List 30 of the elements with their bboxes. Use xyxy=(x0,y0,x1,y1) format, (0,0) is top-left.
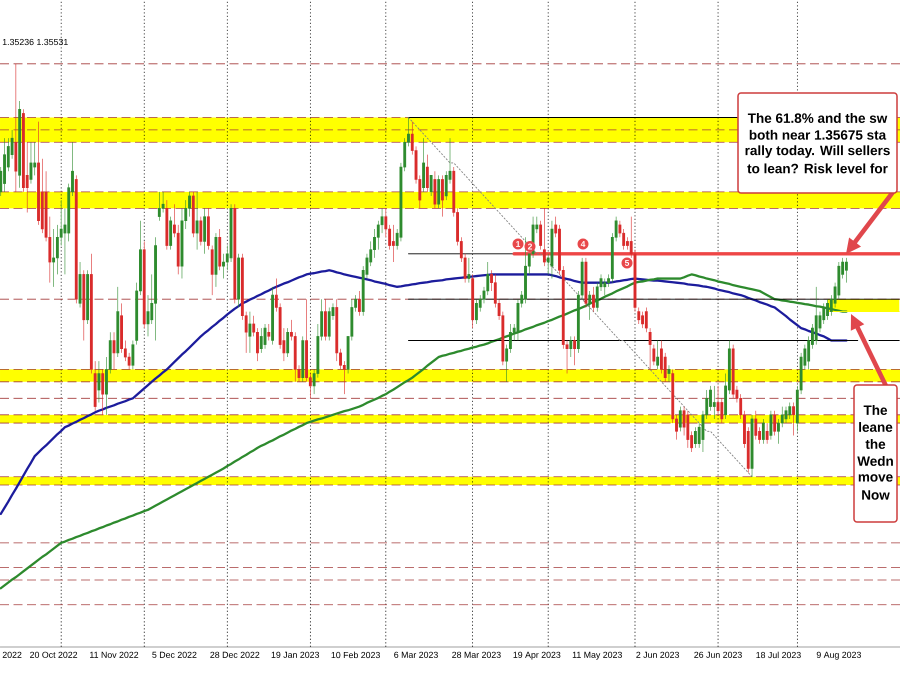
annotation: 4 xyxy=(580,241,586,247)
x-tick-label: 11 May 2023 xyxy=(572,652,622,660)
annotation: 2 xyxy=(528,244,532,250)
text: 1.35236 1.35531 xyxy=(2,38,68,46)
x-tick-label: 9 Aug 2023 xyxy=(816,652,861,660)
x-tick-label: 19 Apr 2023 xyxy=(514,652,560,660)
annotation: the xyxy=(866,439,886,449)
text: Now xyxy=(862,490,890,500)
x-tick-label: 18 Jul 2023 xyxy=(756,652,801,658)
annotation: rally today. Will sellers xyxy=(746,145,890,158)
x-tick-label: 2 Jun 2023 xyxy=(636,652,680,658)
annotation: The 61.8% and the sw xyxy=(748,113,888,123)
annotation: leane xyxy=(859,422,892,432)
annotation: 1 xyxy=(516,241,520,247)
annotation: move xyxy=(858,474,893,482)
annotation: to lean? Risk level for xyxy=(747,163,888,174)
annotation: The xyxy=(864,405,888,415)
x-tick-label: 11 Nov 2022 xyxy=(90,652,138,658)
x-tick-label: 28 Dec 2022 xyxy=(210,652,260,658)
x-tick-label: 28 Mar 2023 xyxy=(452,652,501,658)
x-tick-label: 26 Jun 2023 xyxy=(694,652,742,658)
x-tick-label: 5 Dec 2022 xyxy=(152,652,196,658)
x-tick-label: 2022 xyxy=(2,652,22,658)
annotation: both near 1.35675 sta xyxy=(750,130,886,140)
x-tick-label: 10 Feb 2023 xyxy=(332,652,380,658)
x-tick-label: 6 Mar 2023 xyxy=(394,652,438,658)
annotation: Wedn xyxy=(857,456,893,466)
x-tick-label: 19 Jan 2023 xyxy=(272,652,320,658)
annotation: 5 xyxy=(624,260,630,266)
x-tick-label: 20 Oct 2022 xyxy=(30,652,78,658)
